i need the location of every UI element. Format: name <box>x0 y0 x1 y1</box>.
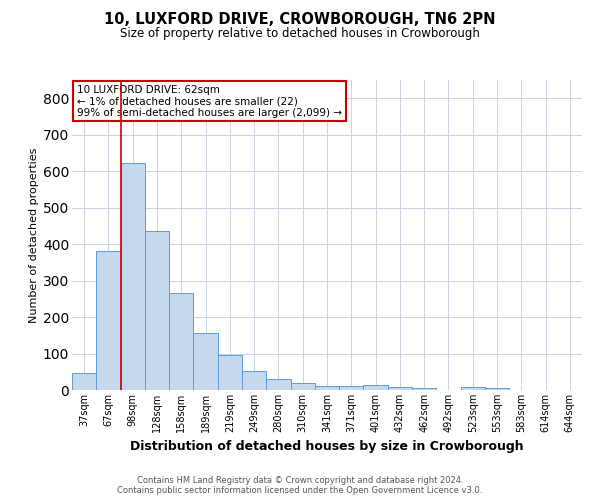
X-axis label: Distribution of detached houses by size in Crowborough: Distribution of detached houses by size … <box>130 440 524 454</box>
Bar <box>461 387 485 390</box>
Bar <box>364 384 388 390</box>
Text: Size of property relative to detached houses in Crowborough: Size of property relative to detached ho… <box>120 28 480 40</box>
Bar <box>266 379 290 390</box>
Bar <box>96 252 121 390</box>
Text: 10 LUXFORD DRIVE: 62sqm
← 1% of detached houses are smaller (22)
99% of semi-det: 10 LUXFORD DRIVE: 62sqm ← 1% of detached… <box>77 84 342 118</box>
Bar <box>485 388 509 390</box>
Bar <box>145 230 169 390</box>
Text: Contains HM Land Registry data © Crown copyright and database right 2024.
Contai: Contains HM Land Registry data © Crown c… <box>118 476 482 495</box>
Bar <box>388 387 412 390</box>
Text: 10, LUXFORD DRIVE, CROWBOROUGH, TN6 2PN: 10, LUXFORD DRIVE, CROWBOROUGH, TN6 2PN <box>104 12 496 28</box>
Bar <box>193 334 218 390</box>
Bar <box>412 388 436 390</box>
Bar <box>72 373 96 390</box>
Bar <box>290 384 315 390</box>
Bar <box>315 386 339 390</box>
Y-axis label: Number of detached properties: Number of detached properties <box>29 148 38 322</box>
Bar <box>169 292 193 390</box>
Bar <box>121 163 145 390</box>
Bar <box>218 354 242 390</box>
Bar <box>339 386 364 390</box>
Bar <box>242 371 266 390</box>
